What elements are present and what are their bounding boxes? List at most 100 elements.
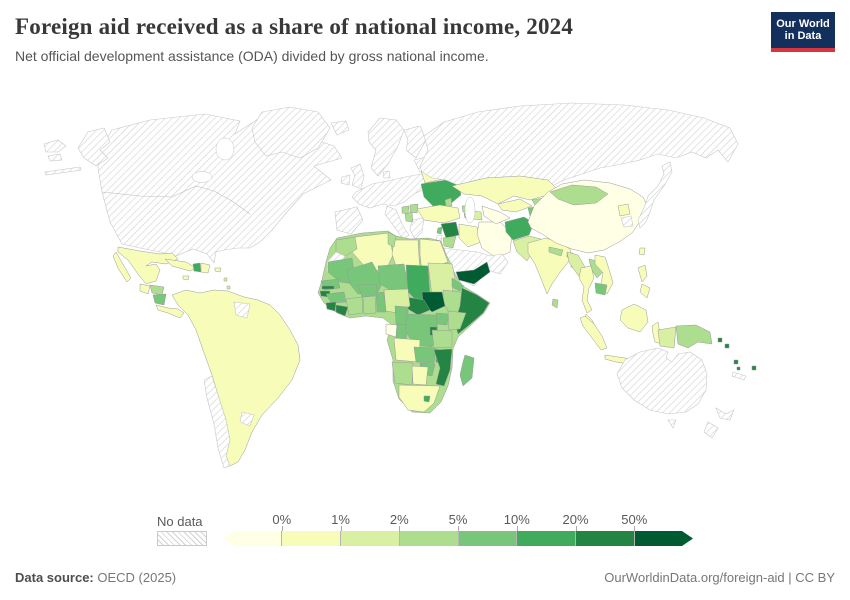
region-west-europe[interactable] — [351, 173, 431, 209]
region-kenya[interactable] — [447, 310, 467, 331]
region-gabon[interactable] — [385, 323, 398, 338]
region-costa-rica-panama[interactable] — [155, 304, 185, 319]
region-greece[interactable] — [409, 217, 425, 240]
region-suriname-guiana[interactable] — [233, 301, 251, 319]
legend-segment[interactable] — [341, 531, 400, 546]
region-cuba[interactable] — [164, 258, 197, 272]
region-somalia[interactable] — [454, 287, 490, 335]
region-australia[interactable] — [616, 347, 708, 415]
region-turkey[interactable] — [416, 204, 461, 224]
region-madagascar[interactable] — [459, 354, 475, 387]
region-albania[interactable] — [404, 211, 414, 223]
region-syria[interactable] — [440, 221, 460, 239]
legend-segment[interactable] — [576, 531, 635, 546]
region-lesotho[interactable] — [423, 395, 431, 403]
region-jordan[interactable] — [442, 235, 457, 249]
region-russia[interactable] — [419, 102, 739, 187]
region-honduras[interactable] — [149, 284, 165, 296]
no-data-swatch[interactable] — [157, 531, 207, 546]
region-gambia[interactable] — [321, 285, 335, 290]
region-thailand[interactable] — [578, 265, 595, 314]
region-north-korea[interactable] — [617, 203, 631, 217]
region-vietnam[interactable] — [594, 254, 614, 295]
region-uzbekistan[interactable] — [497, 198, 533, 213]
region-chile[interactable] — [203, 375, 231, 469]
region-russia-wrap-a[interactable] — [43, 139, 67, 153]
region-lebanon[interactable] — [436, 226, 443, 235]
region-new-zealand-south[interactable] — [703, 421, 719, 439]
region-new-zealand-north[interactable] — [715, 407, 735, 421]
region-moldova[interactable] — [444, 197, 453, 207]
region-yemen[interactable] — [455, 261, 491, 285]
region-kazakhstan[interactable] — [451, 175, 557, 205]
region-aleutians[interactable] — [44, 166, 82, 176]
region-philippines-north[interactable] — [637, 264, 648, 283]
region-iceland[interactable] — [330, 120, 350, 136]
region-tanzania[interactable] — [431, 329, 453, 349]
region-south-america[interactable] — [171, 289, 301, 467]
region-indonesia-papua[interactable] — [657, 326, 677, 349]
region-scandinavia[interactable] — [367, 117, 405, 177]
region-serbia[interactable] — [409, 203, 419, 214]
legend-segment[interactable] — [223, 531, 282, 546]
region-uganda[interactable] — [435, 312, 450, 326]
region-mozambique[interactable] — [433, 348, 453, 387]
region-italy[interactable] — [384, 205, 410, 240]
region-japan[interactable] — [637, 161, 673, 229]
region-namibia[interactable] — [391, 361, 414, 386]
region-iraq[interactable] — [458, 223, 482, 248]
region-liberia[interactable] — [335, 304, 349, 317]
region-united-kingdom[interactable] — [350, 163, 365, 190]
region-solomon-islands[interactable] — [717, 337, 730, 349]
region-togo-benin[interactable] — [375, 291, 387, 313]
region-denmark[interactable] — [382, 170, 391, 179]
region-tunisia[interactable] — [387, 231, 397, 248]
legend-segment[interactable] — [282, 531, 341, 546]
region-bosnia[interactable] — [401, 205, 410, 215]
region-taiwan[interactable] — [638, 247, 646, 256]
region-morocco[interactable] — [335, 236, 358, 257]
region-sumatra[interactable] — [579, 315, 608, 351]
region-turkmenistan[interactable] — [481, 205, 511, 225]
region-haiti[interactable] — [192, 262, 202, 273]
legend-segment[interactable] — [459, 531, 518, 546]
legend-segment[interactable] — [400, 531, 459, 546]
legend-segment[interactable] — [635, 531, 693, 546]
region-philippines-south[interactable] — [639, 283, 651, 299]
region-south-africa[interactable] — [398, 384, 441, 413]
region-botswana[interactable] — [411, 365, 429, 386]
region-ghana[interactable] — [362, 295, 377, 315]
region-mongolia[interactable] — [549, 184, 609, 206]
legend-segment[interactable] — [517, 531, 576, 546]
region-nepal[interactable] — [548, 246, 564, 257]
region-alaska[interactable] — [77, 127, 111, 167]
region-fiji[interactable] — [751, 365, 757, 371]
owid-logo[interactable]: Our World in Data — [771, 12, 835, 52]
region-sri-lanka[interactable] — [551, 298, 559, 309]
region-new-caledonia[interactable] — [731, 371, 747, 381]
region-uruguay[interactable] — [239, 411, 255, 427]
region-south-korea[interactable] — [620, 215, 634, 228]
region-eritrea[interactable] — [451, 277, 465, 292]
region-sierra-leone[interactable] — [325, 301, 337, 312]
region-iberia[interactable] — [334, 206, 364, 235]
region-puerto-rico[interactable] — [214, 267, 222, 273]
region-greenland[interactable] — [251, 106, 331, 159]
region-guatemala[interactable] — [139, 283, 151, 295]
footer-credit[interactable]: OurWorldinData.org/foreign-aid | CC BY — [604, 570, 835, 585]
region-cambodia[interactable] — [594, 282, 608, 296]
region-mexico[interactable] — [117, 246, 179, 285]
legend-color-bar[interactable] — [223, 531, 693, 546]
region-jamaica[interactable] — [182, 275, 190, 281]
region-finland[interactable] — [403, 125, 427, 159]
region-russia-wrap-b[interactable] — [47, 153, 63, 162]
region-nicaragua[interactable] — [152, 293, 167, 306]
region-vanuatu[interactable] — [733, 359, 741, 371]
region-papua-new-guinea[interactable] — [675, 324, 713, 349]
region-borneo[interactable] — [619, 303, 649, 333]
region-baja-california[interactable] — [112, 251, 132, 283]
region-ireland[interactable] — [340, 174, 351, 186]
region-cote-divoire[interactable] — [345, 296, 364, 316]
region-afghanistan[interactable] — [504, 216, 535, 241]
region-tasmania[interactable] — [667, 419, 677, 429]
